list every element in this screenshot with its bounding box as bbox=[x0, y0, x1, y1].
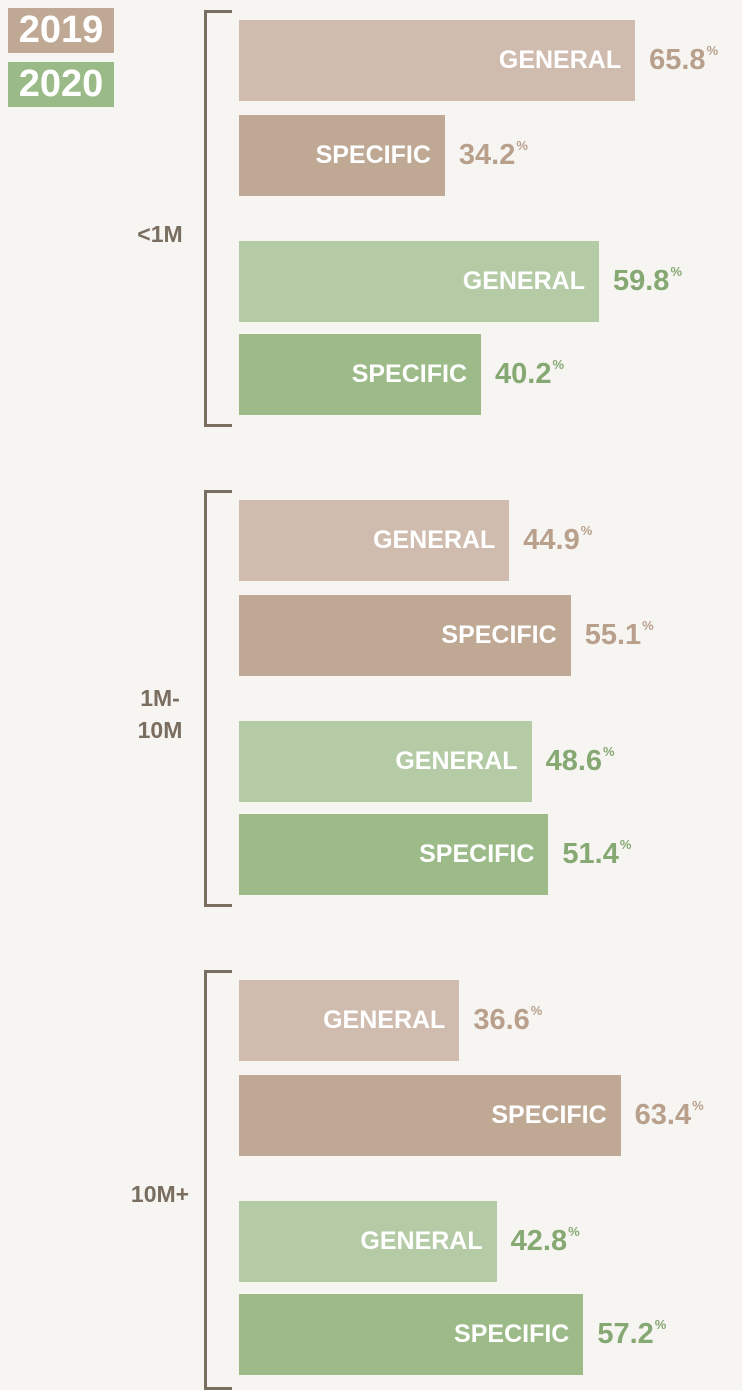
value-label: 34.2% bbox=[459, 115, 528, 196]
unit: % bbox=[670, 264, 682, 279]
bar: SPECIFIC bbox=[239, 814, 549, 895]
value-label: 42.8% bbox=[511, 1201, 580, 1282]
bar: GENERAL bbox=[239, 721, 532, 802]
value-number: 42.8 bbox=[510, 1225, 568, 1257]
category-label: <1M bbox=[137, 221, 183, 247]
bar: SPECIFIC bbox=[239, 1294, 584, 1375]
value-number: 34.2 bbox=[458, 139, 516, 171]
unit: % bbox=[552, 357, 565, 372]
unit: % bbox=[530, 1003, 543, 1018]
value-label: 48.6% bbox=[546, 721, 615, 802]
bar: SPECIFIC bbox=[239, 334, 481, 415]
bar-label: GENERAL bbox=[462, 267, 585, 295]
value-label: 57.2% bbox=[597, 1294, 666, 1375]
unit: % bbox=[619, 837, 632, 852]
value-number: 55.1 bbox=[584, 619, 642, 651]
value-label: 63.4% bbox=[635, 1075, 704, 1156]
group-bracket bbox=[204, 10, 232, 427]
unit: % bbox=[642, 618, 654, 633]
value-label: 44.9% bbox=[523, 500, 592, 581]
unit: % bbox=[580, 523, 593, 538]
value-number: 48.6 bbox=[545, 745, 603, 777]
bar: GENERAL bbox=[239, 980, 460, 1061]
value-number: 40.2 bbox=[495, 358, 552, 390]
value-label: 36.6% bbox=[473, 980, 542, 1061]
value-label: 65.8% bbox=[649, 20, 718, 101]
value-label: 51.4% bbox=[562, 814, 631, 895]
unit: % bbox=[568, 1224, 580, 1239]
bar: GENERAL bbox=[239, 1201, 497, 1282]
category-label: 1M-10M bbox=[137, 685, 183, 743]
bar-label: GENERAL bbox=[373, 526, 496, 554]
unit: % bbox=[706, 43, 719, 58]
bar-label: SPECIFIC bbox=[419, 840, 535, 868]
bar-label: GENERAL bbox=[395, 747, 518, 775]
legend-item: 2019 bbox=[8, 8, 114, 53]
unit: % bbox=[603, 744, 615, 759]
group-bracket bbox=[204, 490, 232, 907]
value-label: 55.1% bbox=[585, 595, 654, 676]
bar: SPECIFIC bbox=[239, 1075, 621, 1156]
unit: % bbox=[692, 1098, 704, 1113]
bar: SPECIFIC bbox=[239, 595, 571, 676]
unit: % bbox=[516, 138, 528, 153]
bar-label: SPECIFIC bbox=[491, 1101, 607, 1129]
value-label: 59.8% bbox=[613, 241, 682, 322]
bar-label: SPECIFIC bbox=[454, 1320, 570, 1348]
value-number: 63.4 bbox=[634, 1099, 692, 1131]
unit: % bbox=[654, 1317, 667, 1332]
value-number: 44.9 bbox=[523, 524, 580, 556]
bar-label: GENERAL bbox=[360, 1227, 483, 1255]
bar: GENERAL bbox=[239, 500, 510, 581]
value-number: 36.6 bbox=[473, 1004, 530, 1036]
value-number: 51.4 bbox=[562, 838, 619, 870]
group-bracket bbox=[204, 970, 232, 1390]
category-label: 10M+ bbox=[130, 1181, 190, 1207]
bar-label: SPECIFIC bbox=[351, 360, 467, 388]
bar-label: GENERAL bbox=[498, 46, 622, 74]
bar: GENERAL bbox=[239, 20, 636, 101]
legend-item: 2020 bbox=[8, 62, 114, 107]
value-label: 40.2% bbox=[495, 334, 564, 415]
value-number: 59.8 bbox=[612, 265, 670, 297]
value-number: 57.2 bbox=[597, 1318, 654, 1350]
value-number: 65.8 bbox=[649, 44, 706, 76]
bar: SPECIFIC bbox=[239, 115, 445, 196]
bar-label: SPECIFIC bbox=[315, 141, 431, 169]
bar-label: SPECIFIC bbox=[441, 621, 557, 649]
bar-label: GENERAL bbox=[323, 1006, 446, 1034]
bar: GENERAL bbox=[239, 241, 599, 322]
